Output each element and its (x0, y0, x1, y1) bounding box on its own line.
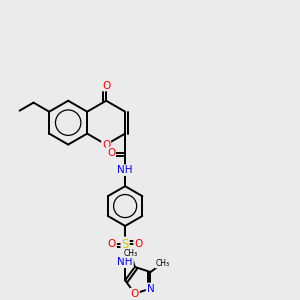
Text: O: O (102, 80, 110, 91)
Text: NH: NH (117, 257, 133, 267)
Text: NH: NH (117, 165, 133, 175)
Text: O: O (108, 239, 116, 249)
Text: O: O (131, 289, 139, 298)
Text: O: O (102, 140, 110, 150)
Text: O: O (107, 148, 115, 158)
Text: CH₃: CH₃ (155, 259, 170, 268)
Text: N: N (147, 284, 154, 293)
Text: CH₃: CH₃ (123, 248, 137, 257)
Text: O: O (134, 239, 142, 249)
Text: S: S (122, 238, 129, 250)
